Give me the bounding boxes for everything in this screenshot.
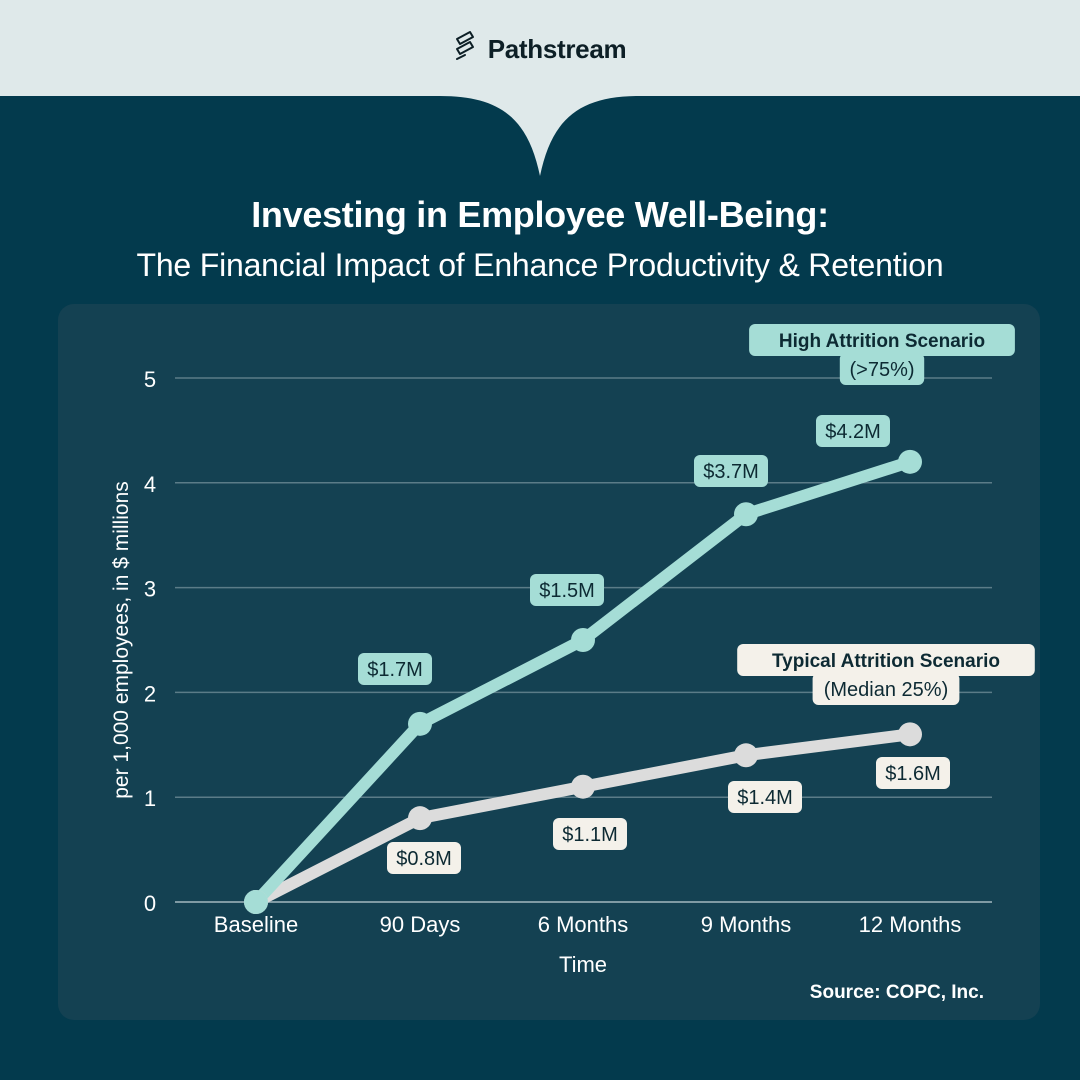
- data-label: $1.6M: [876, 757, 950, 789]
- data-point: [734, 743, 758, 768]
- x-tick-label: 90 Days: [380, 912, 461, 937]
- y-tick-label: 3: [144, 577, 156, 602]
- data-label: $1.1M: [553, 818, 627, 850]
- data-label-text: $0.8M: [396, 848, 452, 870]
- data-label: $1.7M: [358, 653, 432, 685]
- brand-name: Pathstream: [487, 34, 627, 64]
- data-label-text: $4.2M: [825, 421, 881, 443]
- series-note-label: (Median 25%): [812, 673, 960, 705]
- data-label-text: $1.6M: [885, 763, 941, 785]
- data-point: [734, 502, 758, 527]
- data-point: [408, 806, 432, 831]
- header-band: [0, 0, 1080, 96]
- y-tick-label: 0: [144, 891, 156, 916]
- pathstream-logo-icon: [454, 30, 476, 69]
- brand: Pathstream: [0, 30, 1080, 69]
- series-name-label-text: High Attrition Scenario: [779, 331, 985, 352]
- series-note-label: (>75%): [839, 353, 925, 385]
- y-tick-label: 5: [144, 367, 156, 392]
- data-label-bg: [816, 415, 890, 447]
- y-tick-label: 4: [144, 472, 156, 497]
- data-label-bg: [530, 574, 604, 606]
- y-tick-label: 2: [144, 681, 156, 706]
- series-name-label-bg: [749, 324, 1015, 356]
- y-axis-title: per 1,000 employees, in $ millions: [110, 481, 133, 799]
- x-tick-label: 9 Months: [701, 912, 792, 937]
- data-point: [244, 890, 268, 914]
- data-label-bg: [358, 653, 432, 685]
- data-label: $1.4M: [728, 781, 802, 813]
- data-label-text: $1.7M: [367, 659, 423, 681]
- data-label-text: $1.4M: [737, 787, 793, 809]
- data-label-text: $1.5M: [539, 580, 595, 602]
- data-label: $0.8M: [387, 842, 461, 874]
- data-label-text: $3.7M: [703, 461, 759, 483]
- data-label-bg: [876, 757, 950, 789]
- x-axis-title: Time: [559, 952, 607, 977]
- data-point: [408, 711, 432, 736]
- series-note-label-text: (Median 25%): [824, 679, 949, 701]
- chart-title: Investing in Employee Well-Being:: [251, 194, 829, 235]
- series-note-label-bg: [812, 673, 960, 705]
- x-tick-label: 12 Months: [859, 912, 962, 937]
- chart-subtitle: The Financial Impact of Enhance Producti…: [136, 247, 944, 283]
- data-label-bg: [694, 455, 768, 487]
- series-name-label-bg: [737, 644, 1035, 676]
- series-name-label: High Attrition Scenario: [749, 324, 1015, 356]
- data-label: $3.7M: [694, 455, 768, 487]
- series-note-label-text: (>75%): [849, 359, 914, 381]
- data-point: [898, 449, 922, 474]
- data-label-text: $1.1M: [562, 824, 618, 846]
- series-note-label-bg: [839, 353, 925, 385]
- source-note: Source: COPC, Inc.: [809, 982, 984, 1003]
- series-name-label-text: Typical Attrition Scenario: [772, 651, 1000, 672]
- y-tick-label: 1: [144, 786, 156, 811]
- data-point: [571, 628, 595, 652]
- data-label-bg: [387, 842, 461, 874]
- data-label: $1.5M: [530, 574, 604, 606]
- data-label-bg: [553, 818, 627, 850]
- data-label-bg: [728, 781, 802, 813]
- x-tick-label: 6 Months: [538, 912, 629, 937]
- data-point: [898, 722, 922, 747]
- data-label: $4.2M: [816, 415, 890, 447]
- header-notch: [440, 96, 640, 176]
- series-name-label: Typical Attrition Scenario: [737, 644, 1035, 676]
- x-tick-label: Baseline: [214, 912, 298, 937]
- data-point: [571, 774, 595, 799]
